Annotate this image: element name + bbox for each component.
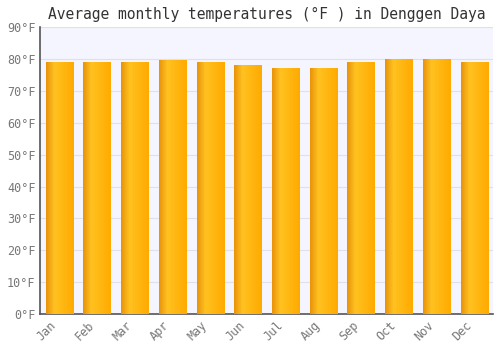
Title: Average monthly temperatures (°F ) in Denggen Daya: Average monthly temperatures (°F ) in De… bbox=[48, 7, 486, 22]
